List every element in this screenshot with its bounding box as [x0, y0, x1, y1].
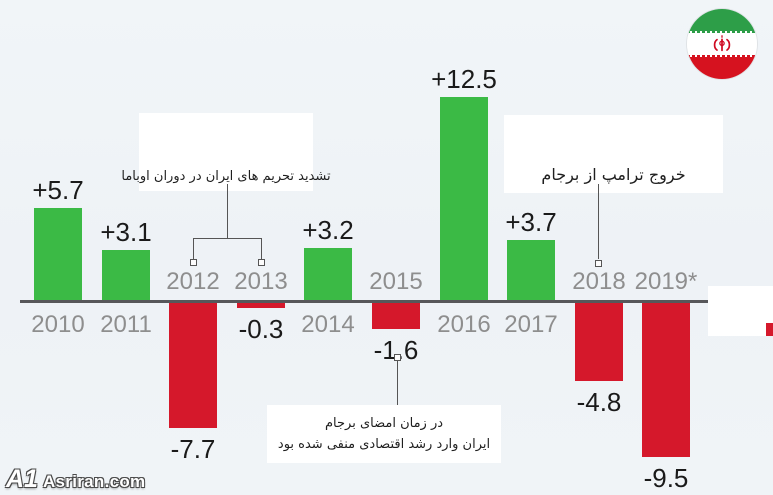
value-label-2018: -4.8	[576, 387, 622, 417]
year-label-2011: 2011	[100, 311, 152, 338]
annotation-trump-exit: خروج ترامپ از برجام	[504, 115, 723, 193]
bar-2017	[507, 240, 555, 300]
cropped-red-artifact	[766, 323, 773, 336]
annotation-jcpoa-signing: در زمان امضای برجام ایران وارد رشد اقتصا…	[267, 405, 501, 463]
obama-connector-crossbar	[193, 238, 262, 239]
year-label-2016: 2016	[437, 311, 491, 338]
year-label-2017: 2017	[504, 311, 558, 338]
bar-2011	[102, 250, 150, 300]
annotation-obama-sanctions-text: تشدید تحریم های ایران در دوران اوباما	[121, 169, 331, 184]
obama-connector-leg-2013	[261, 238, 262, 259]
value-label-2013: -0.3	[238, 314, 284, 344]
jcpoa-marker-2015	[394, 354, 401, 361]
watermark-text: Asriran.com	[42, 472, 146, 491]
year-label-2019*: 2019*	[634, 268, 698, 295]
asriran-logo-icon: A1	[6, 465, 38, 493]
iran-flag-icon	[687, 9, 757, 79]
annotation-obama-sanctions: تشدید تحریم های ایران در دوران اوباما	[121, 113, 331, 191]
jcpoa-connector-stem	[397, 361, 398, 406]
annotation-jcpoa-line1: در زمان امضای برجام	[324, 416, 444, 431]
value-label-2016: +12.5	[431, 64, 497, 94]
bar-2019*	[642, 303, 690, 457]
trump-connector-stem	[598, 184, 599, 259]
annotation-trump-exit-text: خروج ترامپ از برجام	[541, 165, 686, 184]
bar-2014	[304, 248, 352, 300]
value-label-2014: +3.2	[302, 215, 354, 245]
iran-emblem-icon	[713, 35, 731, 52]
mask-rectangle	[708, 286, 773, 336]
trump-marker-2018	[595, 260, 602, 267]
year-label-2018: 2018	[572, 268, 626, 295]
year-label-2014: 2014	[301, 311, 355, 338]
flag-ornament-bottom	[687, 55, 757, 57]
annotation-jcpoa-line2: ایران وارد رشد اقتصادی منفی شده بود	[277, 437, 491, 452]
value-label-2017: +3.7	[505, 207, 557, 237]
year-label-2010: 2010	[31, 311, 85, 338]
year-label-2015: 2015	[369, 268, 423, 295]
x-axis-line	[20, 300, 708, 303]
bar-2016	[440, 97, 488, 300]
value-label-2011: +3.1	[100, 217, 152, 247]
flag-red-band	[687, 57, 757, 79]
flag-ornament-top	[687, 31, 757, 33]
bar-2012	[169, 303, 217, 428]
value-label-2012: -7.7	[170, 434, 216, 464]
obama-marker-2012	[190, 259, 197, 266]
bar-2013	[237, 303, 285, 308]
obama-marker-2013	[258, 259, 265, 266]
bar-2018	[575, 303, 623, 381]
obama-connector-leg-2012	[193, 238, 194, 259]
obama-connector-stem	[227, 184, 228, 238]
flag-green-band	[687, 9, 757, 31]
year-label-2012: 2012	[166, 268, 220, 295]
value-label-2019*: -9.5	[643, 463, 689, 493]
flag-white-band	[687, 33, 757, 55]
watermark: A1 Asriran.com	[6, 467, 145, 492]
year-label-2013: 2013	[234, 268, 288, 295]
value-label-2010: +5.7	[32, 175, 84, 205]
bar-2010	[34, 208, 82, 300]
bar-2015	[372, 303, 420, 329]
